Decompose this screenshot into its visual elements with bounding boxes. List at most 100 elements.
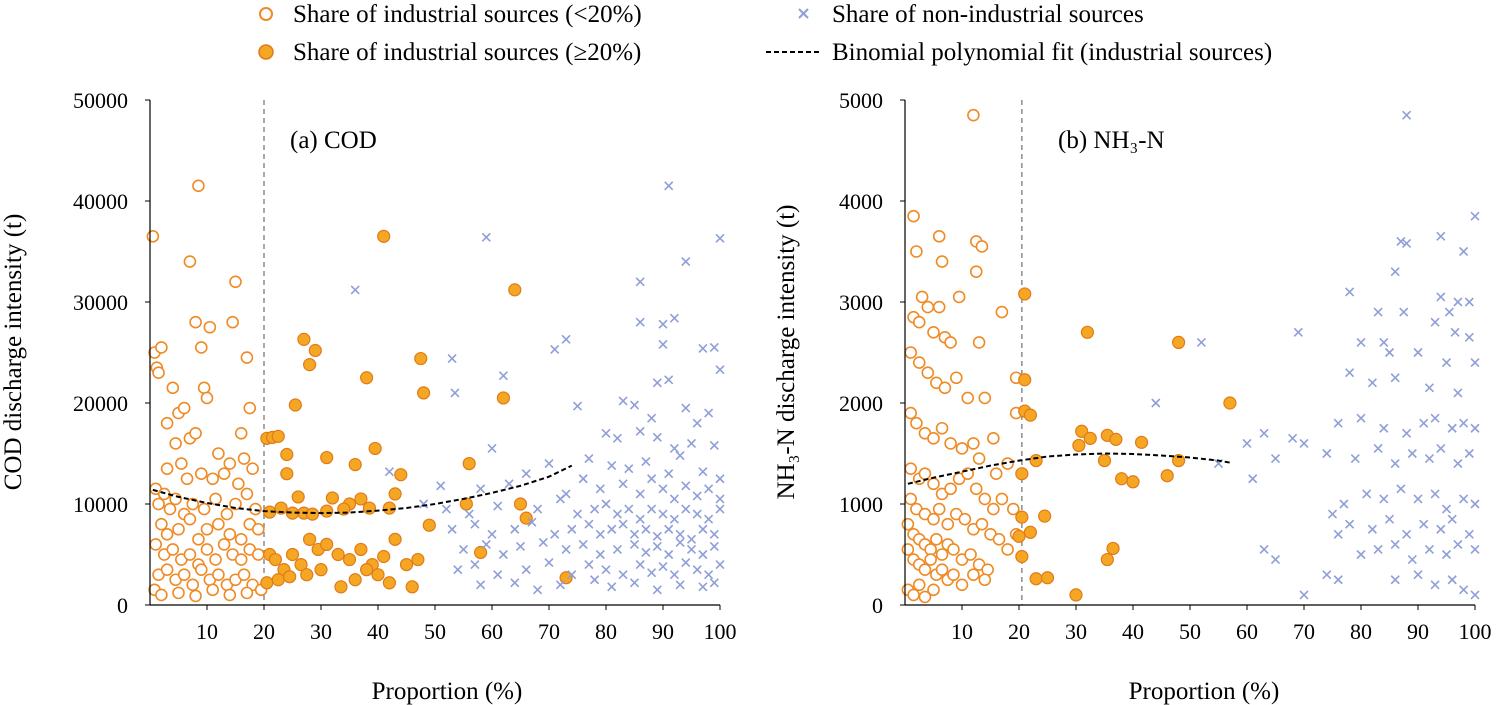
point-non-industrial [647,568,657,578]
point-non-industrial [1362,489,1372,499]
point-industrial-low [183,255,197,268]
point-industrial-low [949,371,963,385]
point-industrial-high [382,576,396,590]
point-non-industrial [1470,211,1480,221]
point-industrial-low [921,366,935,380]
point-non-industrial [669,313,679,323]
point-industrial-low [947,568,960,582]
point-non-industrial [1470,590,1480,600]
point-industrial-low [192,533,205,546]
point-industrial-high [342,552,357,567]
x-tick-label: 60 [1236,619,1258,644]
x-tick-label: 10 [951,619,973,644]
point-non-industrial [1259,544,1269,555]
point-non-industrial [567,570,577,580]
point-industrial-high [1018,373,1032,387]
point-non-industrial [601,428,611,438]
panel-a-label: (a) COD [290,127,377,154]
point-non-industrial [1396,236,1406,246]
point-industrial-low [169,437,182,450]
point-non-industrial [709,342,719,353]
y-tick-label: 0 [872,593,883,618]
point-industrial-low [901,517,915,531]
point-non-industrial [1430,489,1440,499]
point-industrial-low [251,548,265,561]
point-non-industrial [1413,570,1423,580]
point-industrial-high [268,552,282,567]
point-industrial-high [1097,453,1112,468]
point-industrial-low [961,391,975,405]
point-non-industrial [1299,590,1309,600]
point-non-industrial [1430,317,1440,327]
point-industrial-high [388,532,402,546]
point-non-industrial [544,459,554,469]
point-non-industrial [1373,443,1383,454]
point-industrial-high [271,429,285,443]
point-industrial-low [234,533,248,546]
point-non-industrial [647,474,657,484]
point-industrial-low [927,477,940,491]
point-industrial-high [382,501,396,515]
x-tick-label: 20 [253,619,275,644]
point-non-industrial [1464,297,1474,307]
point-non-industrial [1436,292,1446,302]
point-non-industrial [675,537,685,547]
point-industrial-low [155,341,168,354]
point-industrial-high [371,568,385,582]
point-industrial-low [160,462,174,475]
x-tick-label: 40 [367,619,389,644]
point-non-industrial [647,504,657,514]
point-industrial-low [212,568,225,582]
point-non-industrial [481,232,491,242]
panel-a-x-title: Proportion (%) [372,678,523,705]
point-non-industrial [1390,575,1400,585]
point-non-industrial [624,464,634,474]
point-industrial-high [1114,472,1129,486]
point-non-industrial [1441,358,1452,368]
point-non-industrial [698,549,708,560]
panel-b-y-title: NH₃-N discharge intensity (t) [773,205,800,500]
point-industrial-low [967,437,980,450]
point-industrial-low [944,482,957,496]
point-non-industrial [470,519,480,529]
point-industrial-high [305,507,320,521]
panel-a-points [146,179,725,603]
point-non-industrial [1333,575,1343,585]
point-industrial-low [172,586,185,600]
point-industrial-high [1109,432,1123,446]
point-non-industrial [618,570,628,580]
point-non-industrial [692,491,702,501]
point-non-industrial [1333,418,1343,428]
point-non-industrial [1444,307,1454,317]
point-industrial-low [907,588,920,602]
point-industrial-low [927,583,940,597]
point-non-industrial [709,541,719,551]
point-industrial-low [918,563,932,576]
point-non-industrial [487,443,497,454]
point-industrial-low [229,275,242,289]
point-industrial-low [978,573,992,587]
point-non-industrial [629,529,640,539]
point-industrial-low [904,346,918,359]
point-non-industrial [1288,433,1298,443]
point-non-industrial [493,501,503,511]
point-industrial-low [243,401,257,415]
point-non-industrial [1299,438,1309,448]
point-industrial-low [907,209,920,223]
point-non-industrial [572,509,583,519]
point-industrial-high [1018,287,1032,301]
panel-b-points [901,108,1480,604]
point-non-industrial [681,403,691,413]
point-non-industrial [384,467,394,477]
point-industrial-low [166,381,180,395]
point-non-industrial [1441,504,1452,514]
point-industrial-high [348,573,362,587]
point-industrial-low [967,108,980,122]
point-non-industrial [578,539,588,549]
point-non-industrial [686,534,697,544]
point-non-industrial [1390,539,1400,549]
point-non-industrial [607,461,617,471]
point-industrial-low [952,290,966,304]
point-industrial-low [217,538,231,551]
point-non-industrial [681,558,691,568]
